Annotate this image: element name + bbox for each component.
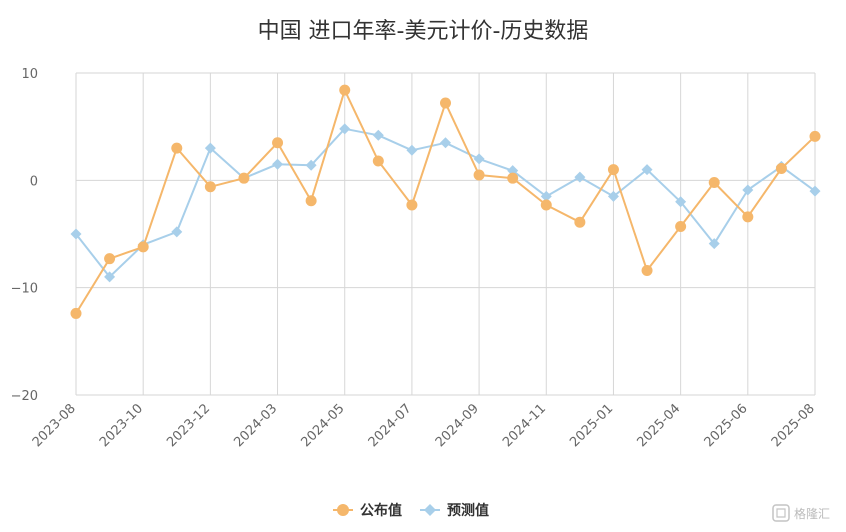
- data-point[interactable]: [406, 199, 418, 211]
- data-point[interactable]: [440, 97, 451, 109]
- data-point[interactable]: [641, 264, 653, 276]
- data-point[interactable]: [372, 155, 384, 167]
- legend-item[interactable]: 公布值: [333, 502, 402, 519]
- x-tick-label: 2025-04: [634, 401, 683, 450]
- data-point[interactable]: [708, 238, 720, 250]
- data-point[interactable]: [440, 137, 451, 149]
- x-tick-label: 2025-08: [769, 401, 818, 450]
- data-point[interactable]: [607, 190, 619, 202]
- data-point[interactable]: [137, 241, 149, 253]
- data-point[interactable]: [540, 190, 552, 202]
- data-point[interactable]: [272, 137, 284, 149]
- series-published: [70, 84, 821, 319]
- data-point[interactable]: [339, 123, 351, 135]
- data-point[interactable]: [104, 271, 116, 283]
- plot-area: [70, 84, 821, 319]
- legend[interactable]: 公布值 预测值: [333, 502, 489, 519]
- data-point[interactable]: [574, 171, 586, 183]
- data-point[interactable]: [70, 228, 82, 240]
- y-tick-label: 10: [21, 67, 38, 82]
- watermark-text: 格隆汇: [794, 506, 830, 521]
- data-point[interactable]: [339, 84, 351, 96]
- data-point[interactable]: [305, 195, 317, 207]
- data-point[interactable]: [171, 142, 183, 154]
- x-tick-label: 2024-03: [231, 401, 280, 450]
- y-tick-label: 0: [30, 174, 38, 189]
- x-tick-label: 2023-12: [164, 401, 213, 450]
- data-point[interactable]: [406, 144, 418, 156]
- data-point[interactable]: [171, 226, 183, 238]
- legend-label: 公布值: [360, 502, 402, 519]
- data-point[interactable]: [809, 185, 821, 197]
- x-tick-label: 2025-01: [567, 401, 616, 450]
- data-point[interactable]: [305, 159, 317, 171]
- data-point[interactable]: [473, 153, 485, 165]
- legend-label: 预测值: [447, 502, 489, 519]
- data-point[interactable]: [675, 220, 687, 232]
- legend-marker: [424, 504, 436, 516]
- legend-item[interactable]: 预测值: [420, 502, 489, 519]
- x-axis: 2023-08 2023-10 2023-12 2024-03 2024-05 2024-…: [30, 401, 818, 450]
- data-point[interactable]: [473, 169, 485, 181]
- data-point[interactable]: [507, 172, 519, 184]
- data-point[interactable]: [742, 184, 754, 196]
- y-tick-label: −10: [11, 282, 38, 297]
- data-point[interactable]: [204, 142, 216, 154]
- x-tick-label: 2024-11: [500, 401, 549, 450]
- data-point[interactable]: [238, 172, 250, 184]
- data-point[interactable]: [775, 163, 787, 175]
- data-point[interactable]: [742, 211, 754, 223]
- data-point[interactable]: [708, 176, 720, 188]
- data-point[interactable]: [641, 164, 653, 176]
- data-point[interactable]: [104, 253, 116, 265]
- x-tick-label: 2024-07: [366, 401, 415, 450]
- series-line: [75, 127, 816, 278]
- y-tick-label: −20: [11, 389, 38, 404]
- x-tick-label: 2023-10: [97, 401, 146, 450]
- grid: [75, 72, 816, 396]
- data-point[interactable]: [372, 129, 384, 141]
- watermark: 格隆汇: [772, 504, 830, 522]
- data-point[interactable]: [675, 196, 687, 208]
- glh-logo-icon: [772, 504, 790, 522]
- chart-title: 中国 进口年率-美元计价-历史数据: [258, 19, 589, 44]
- x-tick-label: 2024-09: [433, 401, 482, 450]
- series-forecast: [70, 123, 821, 283]
- data-point[interactable]: [540, 199, 552, 211]
- data-point[interactable]: [507, 165, 519, 177]
- data-point[interactable]: [204, 181, 216, 193]
- data-point[interactable]: [70, 307, 82, 319]
- data-point[interactable]: [809, 130, 821, 142]
- x-tick-label: 2025-06: [702, 401, 751, 450]
- legend-marker: [337, 504, 349, 516]
- data-point[interactable]: [272, 158, 284, 170]
- series-line: [75, 89, 816, 314]
- y-axis: 10 0 −10 −20: [11, 67, 38, 404]
- x-tick-label: 2023-08: [30, 401, 79, 450]
- data-point[interactable]: [607, 164, 619, 176]
- data-point[interactable]: [574, 216, 586, 228]
- x-tick-label: 2024-05: [299, 401, 348, 450]
